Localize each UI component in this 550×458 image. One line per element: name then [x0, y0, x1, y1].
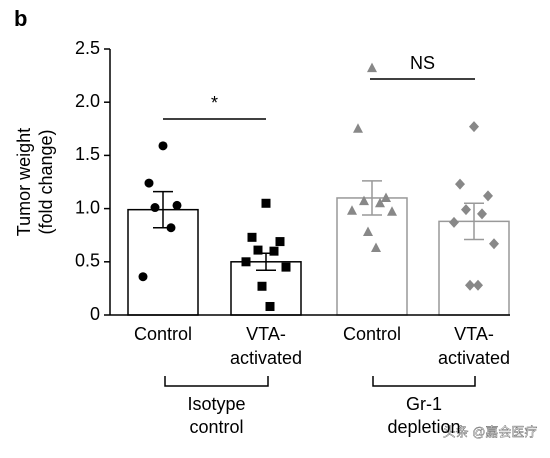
y-tick-label: 1.5	[75, 144, 100, 164]
y-axis-title: Tumor weight (fold change)	[14, 128, 56, 236]
data-point	[241, 257, 251, 267]
x-tick-label: Control	[134, 324, 192, 344]
data-point	[281, 262, 291, 272]
data-point	[247, 232, 257, 242]
data-point	[261, 198, 271, 208]
data-point	[371, 242, 381, 252]
data-point	[158, 141, 168, 151]
group-label: Gr-1	[406, 394, 442, 414]
x-tick-label: Control	[343, 324, 401, 344]
group-label: control	[189, 417, 243, 437]
data-point	[449, 216, 459, 228]
x-tick-label: VTA-	[246, 324, 286, 344]
data-point	[347, 205, 357, 215]
data-point	[381, 192, 391, 202]
y-axis-title-line: Tumor weight	[14, 128, 34, 236]
data-point	[353, 123, 363, 133]
y-tick-label: 2.0	[75, 91, 100, 111]
data-point	[483, 190, 493, 202]
group-label: depletion	[387, 417, 460, 437]
data-point	[477, 208, 487, 220]
significance-label: *	[211, 93, 218, 113]
data-point	[465, 279, 475, 291]
y-tick-label: 1.0	[75, 197, 100, 217]
y-tick-label: 2.5	[75, 38, 100, 58]
group-label: Isotype	[187, 394, 245, 414]
x-tick-label: VTA-	[454, 324, 494, 344]
data-point	[375, 197, 385, 208]
data-point	[144, 178, 154, 188]
data-point	[473, 279, 483, 291]
x-tick-label: activated	[230, 348, 302, 368]
y-tick-label: 0	[90, 304, 100, 324]
data-point	[265, 301, 275, 311]
y-tick-label: 0.5	[75, 251, 100, 271]
data-point	[363, 226, 373, 237]
data-point	[455, 178, 465, 190]
watermark: 头条 @嘉会医疗	[443, 424, 538, 439]
data-point	[461, 204, 471, 216]
data-point	[359, 195, 369, 206]
data-point	[253, 245, 263, 255]
x-tick-label: activated	[438, 348, 510, 368]
panel-label: b	[14, 6, 27, 31]
data-point	[387, 206, 397, 216]
group-bracket	[164, 376, 269, 387]
group-bracket	[372, 376, 476, 387]
data-point	[367, 62, 377, 73]
data-point	[138, 272, 148, 282]
data-point	[269, 246, 279, 256]
significance-label: NS	[410, 53, 435, 73]
data-point	[469, 121, 479, 133]
y-axis-title-line: (fold change)	[36, 129, 56, 234]
data-point	[150, 203, 160, 213]
data-point	[489, 238, 499, 250]
data-point	[172, 200, 182, 210]
data-point	[257, 281, 267, 291]
data-point	[166, 223, 176, 233]
data-point	[275, 237, 285, 247]
